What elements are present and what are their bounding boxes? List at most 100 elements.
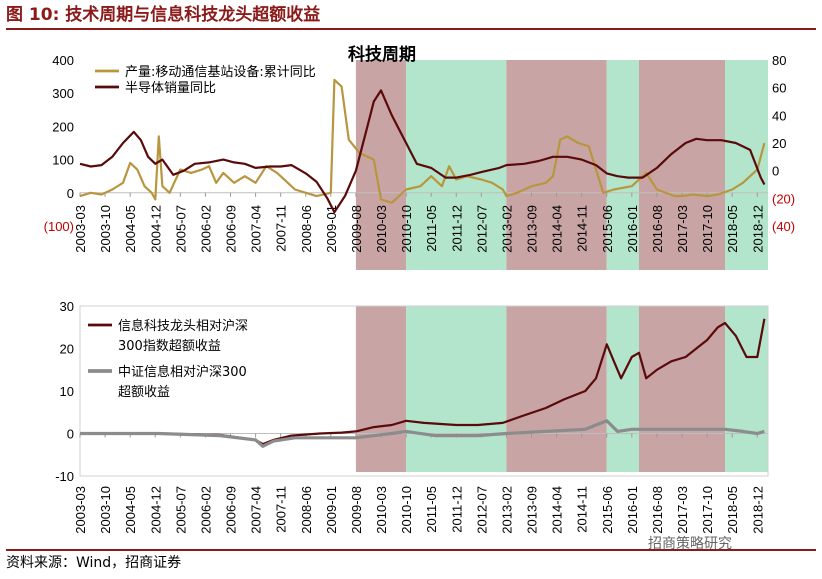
x-tick-label: 2014-11 bbox=[575, 205, 590, 252]
y-right-tick-label: (40) bbox=[772, 219, 795, 234]
x-tick-label: 2017-03 bbox=[675, 205, 690, 253]
plot-frame bbox=[79, 305, 769, 477]
x-tick-label: 2018-05 bbox=[725, 205, 740, 253]
excess-return-chart: -10 0 10 20 30 2003-03 2003-10 2004-05 2004-12 20… bbox=[55, 299, 769, 534]
y-left-tick-label: 30 bbox=[60, 299, 74, 314]
x-tick-label: 2007-11 bbox=[274, 205, 289, 252]
y-left-tick-label: 200 bbox=[52, 119, 74, 134]
y-right-tick-label: 60 bbox=[772, 81, 786, 96]
x-tick-label: 2008-06 bbox=[299, 205, 314, 253]
x-tick-label: 2011-12 bbox=[449, 486, 464, 533]
x-tick-label: 2011-05 bbox=[424, 205, 439, 252]
series-line-2 bbox=[80, 419, 765, 448]
y-right-tick-label: 20 bbox=[772, 136, 786, 151]
x-tick-label: 2007-04 bbox=[249, 205, 264, 253]
x-tick-label: 2014-11 bbox=[575, 486, 590, 533]
series-line-1 bbox=[79, 78, 766, 204]
x-tick-label: 2003-10 bbox=[98, 486, 113, 534]
x-tick-label: 2017-10 bbox=[700, 486, 715, 534]
y-left-tick-label: 100 bbox=[52, 153, 74, 168]
legend-label: 超额收益 bbox=[118, 385, 170, 400]
shaded-period-green bbox=[606, 306, 639, 472]
x-tick-label: 2003-10 bbox=[98, 205, 113, 253]
x-tick-label: 2016-01 bbox=[625, 205, 640, 253]
x-tick-label: 2014-04 bbox=[550, 205, 565, 253]
x-tick-label: 2010-10 bbox=[399, 486, 414, 534]
x-tick-label: 2013-02 bbox=[499, 486, 514, 534]
x-tick-label: 2015-06 bbox=[600, 486, 615, 534]
legend-label: 300指数超额收益 bbox=[118, 339, 221, 354]
y-left-tick-label: -10 bbox=[55, 469, 74, 484]
y-left-tick-label: (100) bbox=[44, 219, 74, 234]
x-tick-label: 2018-12 bbox=[750, 486, 765, 534]
y-left-tick-label: 0 bbox=[67, 186, 74, 201]
x-tick-label: 2012-07 bbox=[474, 486, 489, 534]
x-tick-label: 2018-05 bbox=[725, 486, 740, 534]
x-tick-label: 2011-05 bbox=[424, 486, 439, 533]
shaded-period-green bbox=[725, 60, 768, 270]
x-tick-label: 2006-09 bbox=[224, 205, 239, 253]
shaded-period-red bbox=[355, 60, 407, 270]
x-tick-label: 2017-10 bbox=[700, 205, 715, 253]
shaded-period-green bbox=[406, 306, 507, 472]
x-tick-label: 2007-04 bbox=[249, 486, 264, 534]
y-right-tick-label: 40 bbox=[772, 108, 786, 123]
x-tick-label: 2006-09 bbox=[224, 486, 239, 534]
x-tick-label: 2016-08 bbox=[650, 205, 665, 253]
y-right-tick-label: (20) bbox=[772, 191, 795, 206]
x-tick-label: 2005-07 bbox=[173, 486, 188, 534]
legend-label: 中证信息相对沪深300 bbox=[118, 364, 247, 380]
x-tick-label: 2006-02 bbox=[198, 486, 213, 534]
legend-label: 半导体销量同比 bbox=[125, 81, 216, 96]
shaded-period-red bbox=[639, 306, 725, 472]
x-tick-label: 2005-07 bbox=[173, 205, 188, 253]
x-tick-label: 2015-06 bbox=[600, 205, 615, 253]
x-tick-label: 2009-08 bbox=[349, 486, 364, 534]
y-right-tick-label: 0 bbox=[772, 164, 779, 179]
x-tick-label: 2014-04 bbox=[550, 486, 565, 534]
x-tick-label: 2012-07 bbox=[474, 205, 489, 253]
y-left-tick-label: 20 bbox=[60, 342, 74, 357]
x-tick-label: 2007-11 bbox=[274, 486, 289, 533]
x-tick-label: 2004-12 bbox=[148, 486, 163, 534]
series-line-2 bbox=[79, 89, 766, 214]
x-tick-label: 2010-10 bbox=[399, 205, 414, 253]
tech-cycle-chart: (100) 0 100 200 300 400 (40) (20) 0 20 40 60 80 2003-… bbox=[44, 44, 795, 270]
x-tick-label: 2013-02 bbox=[499, 205, 514, 253]
x-tick-label: 2009-01 bbox=[324, 205, 339, 253]
watermark-text: 招商策略研究 bbox=[648, 536, 732, 552]
x-tick-label: 2004-05 bbox=[123, 486, 138, 534]
y-right-tick-label: 80 bbox=[772, 53, 786, 68]
x-tick-label: 2013-09 bbox=[525, 205, 540, 253]
shaded-period-green bbox=[606, 60, 639, 270]
x-tick-label: 2016-08 bbox=[650, 486, 665, 534]
legend-label: 产量:移动通信基站设备:累计同比 bbox=[125, 64, 316, 80]
x-tick-label: 2008-06 bbox=[299, 486, 314, 534]
y-left-tick-label: 300 bbox=[52, 86, 74, 101]
x-tick-label: 2011-12 bbox=[449, 205, 464, 252]
shaded-period-red bbox=[639, 60, 725, 270]
x-tick-label: 2017-03 bbox=[675, 486, 690, 534]
x-tick-label: 2006-02 bbox=[198, 205, 213, 253]
source-divider bbox=[6, 549, 816, 551]
x-tick-label: 2018-12 bbox=[750, 205, 765, 253]
x-tick-label: 2016-01 bbox=[625, 486, 640, 534]
legend-label: 信息科技龙头相对沪深 bbox=[118, 318, 248, 334]
x-tick-label: 2013-09 bbox=[525, 486, 540, 534]
y-left-tick-label: 400 bbox=[52, 53, 74, 68]
x-tick-label: 2003-03 bbox=[73, 486, 88, 534]
y-left-tick-label: 0 bbox=[67, 427, 74, 442]
shaded-period-red bbox=[506, 306, 607, 472]
x-tick-label: 2010-03 bbox=[374, 486, 389, 534]
series-line-1 bbox=[80, 318, 766, 446]
chart-title: 科技周期 bbox=[348, 44, 416, 65]
y-left-tick-label: 10 bbox=[60, 384, 74, 399]
source-note: 资料来源：Wind，招商证券 bbox=[6, 555, 182, 571]
x-tick-label: 2004-05 bbox=[123, 205, 138, 253]
x-tick-label: 2004-12 bbox=[148, 205, 163, 253]
shaded-period-red bbox=[506, 60, 607, 270]
shaded-period-red bbox=[355, 306, 407, 472]
x-tick-label: 2003-03 bbox=[73, 205, 88, 253]
x-tick-label: 2010-03 bbox=[374, 205, 389, 253]
